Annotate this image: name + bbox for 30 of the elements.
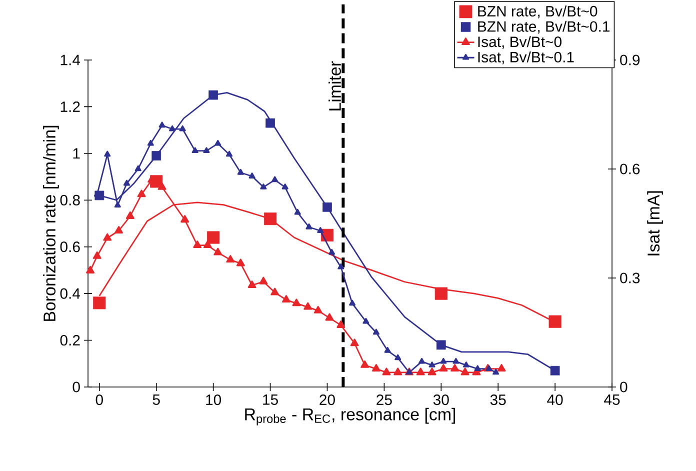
x-tick-label: 30 [433, 394, 449, 406]
legend-label: Isat, Bv/Bt~0.1 [478, 51, 574, 64]
y-axis-title: Boronization rate [nm/min] [43, 126, 59, 321]
y-tick-label: 0 [72, 382, 80, 392]
y2-tick-label: 0.9 [620, 54, 640, 66]
legend-label: Isat, Bv/Bt~0 [478, 36, 562, 49]
legend-label: BZN rate, Bv/Bt~0 [478, 6, 598, 18]
x-tick-label: 35 [490, 394, 506, 406]
x-tick-label: 5 [152, 394, 160, 405]
x-tick-label: 25 [376, 394, 392, 406]
y2-tick-label: 0 [620, 382, 628, 392]
x-tick-label: 45 [604, 394, 620, 405]
legend-label: BZN rate, Bv/Bt~0.1 [478, 20, 610, 34]
y-tick-label: 0.8 [60, 194, 80, 206]
x-tick-label: 10 [206, 394, 222, 406]
y2-axis-title: Isat [mA] [647, 191, 663, 256]
y-tick-label: 0.4 [60, 288, 80, 299]
y-tick-label: 0.6 [60, 242, 80, 252]
ref-line-label: Limiter [328, 61, 341, 110]
x-axis-title: R$_{probe}$ - R$_{EC}$, resonance [cm] [245, 408, 456, 426]
x-tick-label: 15 [263, 394, 278, 405]
y-tick-label: 1 [73, 148, 80, 159]
y2-tick-label: 0.3 [620, 272, 640, 284]
y-tick-label: 1.4 [60, 54, 80, 66]
x-tick-label: 20 [320, 394, 335, 406]
x-tick-label: 40 [547, 394, 563, 406]
y-tick-label: 0.2 [60, 334, 80, 346]
x-tick-label: 0 [96, 394, 103, 406]
y2-tick-label: 0.6 [620, 164, 640, 174]
y-tick-label: 1.2 [60, 101, 80, 112]
